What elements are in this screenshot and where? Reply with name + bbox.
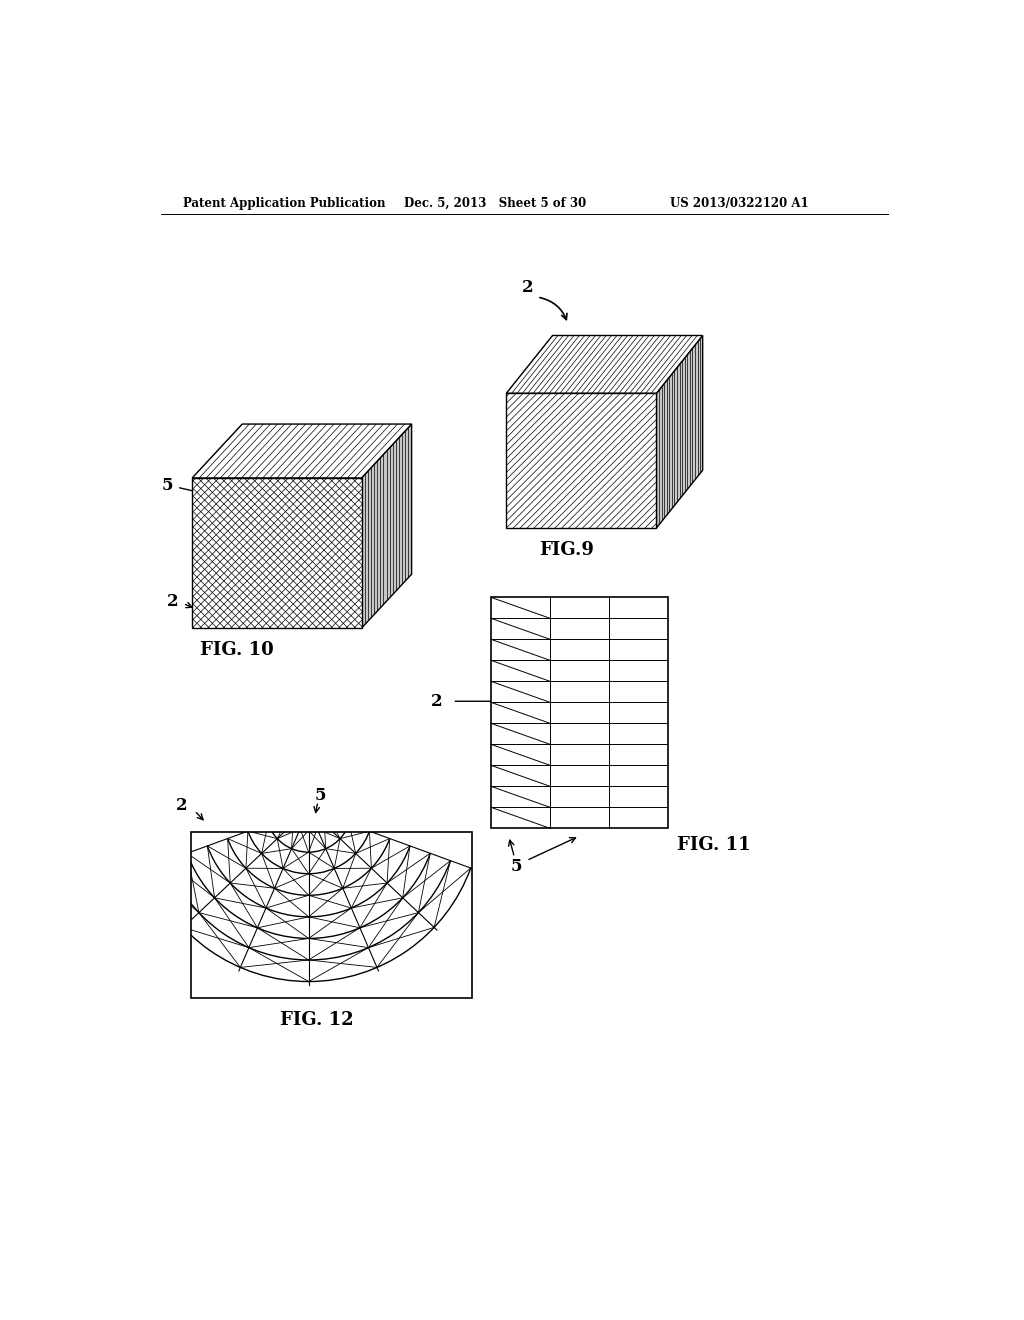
- Text: 5: 5: [682, 338, 693, 355]
- Text: FIG. 11: FIG. 11: [677, 836, 751, 854]
- Text: 2: 2: [167, 593, 179, 610]
- Text: US 2013/0322120 A1: US 2013/0322120 A1: [670, 197, 808, 210]
- Text: 2: 2: [431, 693, 442, 710]
- Text: 2: 2: [522, 280, 534, 296]
- Text: Patent Application Publication: Patent Application Publication: [183, 197, 385, 210]
- Polygon shape: [361, 424, 412, 628]
- Polygon shape: [193, 478, 361, 628]
- Polygon shape: [193, 424, 412, 478]
- Text: Dec. 5, 2013   Sheet 5 of 30: Dec. 5, 2013 Sheet 5 of 30: [403, 197, 586, 210]
- Polygon shape: [506, 335, 702, 393]
- Text: FIG. 12: FIG. 12: [281, 1011, 354, 1028]
- Polygon shape: [190, 832, 472, 998]
- Polygon shape: [656, 335, 702, 528]
- Text: FIG. 10: FIG. 10: [200, 642, 273, 659]
- Text: 5: 5: [314, 787, 326, 804]
- Polygon shape: [490, 598, 668, 829]
- Polygon shape: [506, 393, 656, 528]
- Text: FIG.9: FIG.9: [539, 541, 594, 558]
- Text: 2: 2: [175, 797, 187, 813]
- Text: 5: 5: [511, 858, 522, 875]
- Text: 5: 5: [162, 477, 173, 494]
